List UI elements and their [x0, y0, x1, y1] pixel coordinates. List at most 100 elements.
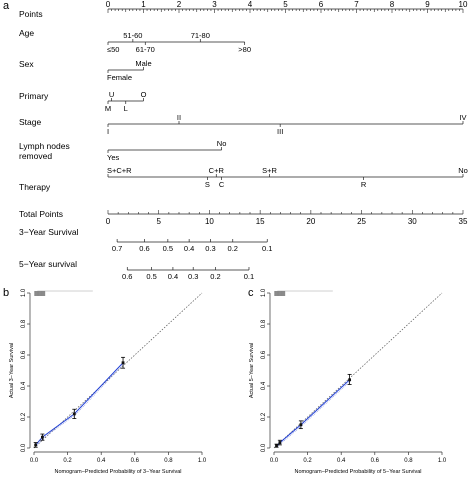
level-label: 51-60	[123, 31, 142, 40]
total-tick-label: 20	[306, 217, 315, 226]
cal5-y-axis-title: Actual 5−Year Survival	[249, 343, 255, 398]
level-label: II	[177, 113, 181, 122]
panel-label-b: b	[3, 287, 9, 299]
level-label: No	[458, 166, 468, 175]
cal5-y-tick-label: 0.8	[261, 319, 267, 328]
level-label: U	[109, 90, 114, 99]
points-tick-label: 2	[177, 0, 182, 9]
cal5-apparent-line	[277, 380, 352, 447]
points-tick-label: 1	[141, 0, 146, 9]
row-label-3-year-survival: 3−Year Survival	[19, 227, 79, 237]
cal3-data-point	[41, 435, 44, 439]
level-label: C+R	[209, 166, 225, 175]
cal5-x-tick-label: 0.4	[337, 458, 346, 464]
cal5-y-tick-label: 1.0	[261, 288, 267, 297]
level-label: R	[361, 180, 367, 189]
cal5-data-point	[348, 378, 351, 382]
level-label: 71-80	[191, 31, 210, 40]
probability-tick-label: 0.2	[228, 244, 238, 253]
level-label: Male	[135, 59, 151, 68]
level-label: O	[141, 90, 147, 99]
cal3-y-axis-title: Actual 3−Year Survival	[9, 343, 15, 398]
probability-tick-label: 0.6	[139, 244, 149, 253]
cal5-y-tick-label: 0.2	[261, 412, 267, 421]
probability-tick-label: 0.1	[244, 272, 254, 281]
cal3-data-point	[72, 412, 76, 416]
total-tick-label: 30	[408, 217, 417, 226]
probability-tick-label: 0.5	[146, 272, 156, 281]
total-tick-label: 5	[156, 217, 161, 226]
probability-tick-label: 0.3	[205, 244, 215, 253]
cal5-y-tick-label: 0.4	[261, 381, 267, 390]
level-label: >80	[238, 45, 251, 54]
probability-tick-label: 0.1	[262, 244, 272, 253]
total-tick-label: 0	[106, 217, 111, 226]
points-tick-label: 4	[248, 0, 253, 9]
level-label: Female	[107, 73, 132, 82]
total-tick-label: 15	[256, 217, 265, 226]
cal5-calibration-line	[276, 379, 350, 447]
cal3-y-tick-label: 0.6	[21, 350, 27, 359]
level-label: M	[105, 104, 111, 113]
cal5-data-point	[275, 444, 278, 448]
points-tick-label: 3	[212, 0, 217, 9]
level-label: S+R	[262, 166, 277, 175]
probability-tick-label: 0.3	[188, 272, 198, 281]
cal3-x-tick-label: 0.6	[131, 458, 140, 464]
cal5-x-tick-label: 0.0	[270, 458, 279, 464]
cal3-y-tick-label: 0.4	[21, 381, 27, 390]
probability-tick-label: 0.5	[163, 244, 173, 253]
panel-label-c: c	[248, 287, 254, 299]
nomogram-chart: a Points 0 1 2 3 4 5 6 7 8 9 10 Age ≤50 51-60 61-70 71-8…	[3, 0, 468, 281]
probability-tick-label: 0.7	[112, 244, 122, 253]
row-label-sex: Sex	[19, 59, 34, 69]
cal3-y-tick-label: 0.2	[21, 412, 27, 421]
cal3-data-point	[121, 361, 125, 365]
calibration-plot-3-year: b 0.00.0 0.2 0.2 0.4 0.4 0.6 0.6 0.8 0.8 1.0 1.0 No…	[3, 287, 207, 475]
cal3-apparent-line	[36, 363, 125, 446]
cal3-x-tick-label: 1.0	[198, 458, 207, 464]
cal3-x-tick-label: 0.2	[63, 458, 72, 464]
cal3-y-tick-label: 0.8	[21, 319, 27, 328]
cal3-data-point	[34, 443, 38, 447]
cal5-x-tick-label: 0.2	[303, 458, 312, 464]
points-tick-label: 10	[459, 0, 468, 9]
points-tick-label: 6	[319, 0, 324, 9]
points-tick-label: 8	[390, 0, 395, 9]
cal5-data-point	[278, 441, 282, 444]
level-label: I	[107, 127, 109, 136]
cal3-calibration-line	[35, 362, 124, 446]
cal5-y-tick-label: 0.0	[261, 443, 267, 452]
row-label-age: Age	[19, 28, 34, 38]
cal3-x-axis-title: Nomogram−Predicted Probability of 3−Year…	[55, 469, 182, 475]
level-label: III	[277, 127, 283, 136]
total-tick-label: 10	[205, 217, 214, 226]
cal3-x-tick-label: 0.0	[30, 458, 39, 464]
cal5-ideal-line	[273, 292, 443, 449]
probability-tick-label: 0.4	[168, 272, 178, 281]
calibration-plot-5-year: c 0.00.0 0.2 0.2 0.4 0.4 0.6 0.6 0.8 0.8 1.0 1.0 No…	[248, 287, 447, 475]
row-label-lymph-nodes-removed: Lymph nodes removed	[19, 141, 70, 161]
cal5-x-tick-label: 0.8	[404, 458, 413, 464]
level-label: C	[219, 180, 225, 189]
total-tick-label: 25	[357, 217, 366, 226]
level-label: ≤50	[107, 45, 119, 54]
cal5-data-point	[299, 423, 303, 427]
cal5-x-tick-label: 1.0	[438, 458, 447, 464]
points-tick-label: 5	[283, 0, 288, 9]
probability-tick-label: 0.4	[184, 244, 194, 253]
points-tick-label: 0	[106, 0, 111, 9]
row-label-points: Points	[19, 9, 43, 19]
points-tick-label: 9	[425, 0, 430, 9]
panel-label-a: a	[3, 0, 10, 12]
level-label: 61-70	[136, 45, 155, 54]
row-label-stage: Stage	[19, 117, 41, 127]
row-label-primary: Primary	[19, 91, 49, 101]
points-tick-label: 7	[354, 0, 359, 9]
cal3-x-tick-label: 0.8	[164, 458, 173, 464]
cal5-x-axis-title: Nomogram−Predicted Probability of 5−Year…	[295, 469, 422, 475]
probability-tick-label: 0.2	[210, 272, 220, 281]
cal3-x-tick-label: 0.4	[97, 458, 106, 464]
level-label: IV	[459, 113, 466, 122]
row-label-total-points: Total Points	[19, 209, 63, 219]
